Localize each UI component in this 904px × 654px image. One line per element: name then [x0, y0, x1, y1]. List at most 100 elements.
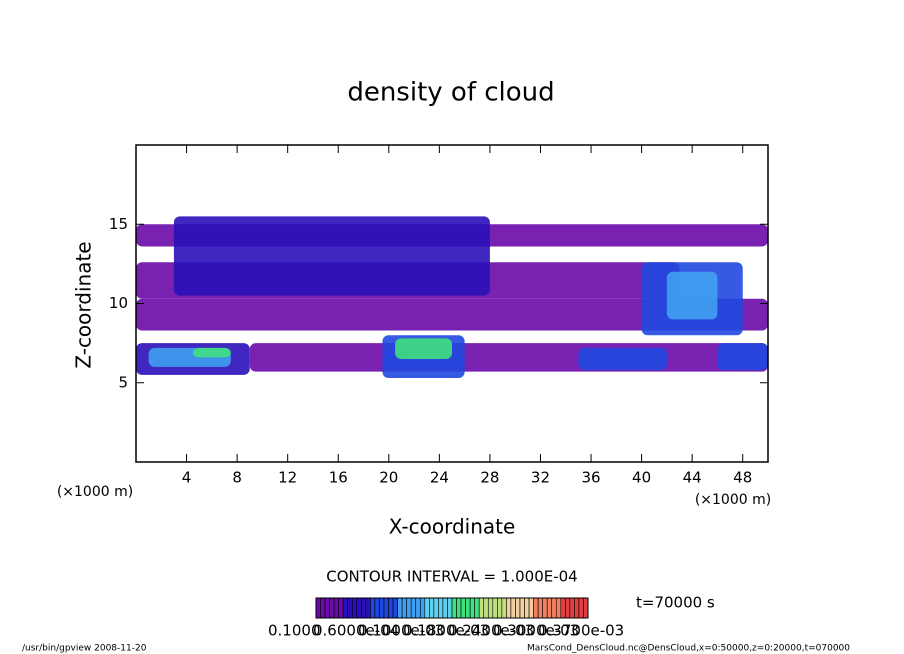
- colorbar-label: 0.3700e-03: [538, 622, 624, 640]
- colorbar-cell: [383, 597, 389, 619]
- cloud-region: [717, 343, 768, 371]
- x-tick-label: 32: [531, 469, 550, 487]
- colorbar-cell: [515, 597, 521, 619]
- cloud-region: [173, 216, 490, 296]
- x-tick-label: 40: [632, 469, 651, 487]
- colorbar-cell: [429, 597, 435, 619]
- colorbar-cell: [497, 597, 503, 619]
- y-tick-label: 15: [109, 215, 128, 233]
- colorbar-cell: [324, 597, 330, 619]
- x-axis-label: X-coordinate: [389, 515, 516, 539]
- colorbar-cell: [519, 597, 525, 619]
- time-label: t=70000 s: [636, 594, 715, 612]
- colorbar-label: 0.1800e-03: [403, 622, 489, 640]
- colorbar-cell: [583, 597, 589, 619]
- x-tick-label: 8: [232, 469, 242, 487]
- colorbar-cell: [320, 597, 326, 619]
- colorbar-cell: [442, 597, 448, 619]
- colorbar-cell: [474, 597, 480, 619]
- colorbar-label: 0.1000e-03: [358, 622, 444, 640]
- x-tick-label: 48: [733, 469, 752, 487]
- x-tick-label: 24: [430, 469, 449, 487]
- colorbar-cell: [483, 597, 489, 619]
- colorbar-cell: [506, 597, 512, 619]
- x-tick-label: 28: [480, 469, 499, 487]
- colorbar-cell: [560, 597, 566, 619]
- colorbar-cell: [510, 597, 516, 619]
- colorbar-cell: [438, 597, 444, 619]
- colorbar-cell: [528, 597, 534, 619]
- colorbar-cell: [569, 597, 575, 619]
- colorbar-cell: [397, 597, 403, 619]
- colorbar-cell: [501, 597, 507, 619]
- colorbar-label: 0.2400e-03: [448, 622, 534, 640]
- colorbar-cell: [424, 597, 430, 619]
- colorbar-cell: [578, 597, 584, 619]
- colorbar-cell: [401, 597, 407, 619]
- colorbar-cell: [351, 597, 358, 619]
- colorbar-cell: [370, 597, 376, 619]
- colorbar-cell: [410, 597, 417, 619]
- colorbar-cell: [524, 597, 530, 619]
- cloud-region: [136, 298, 768, 331]
- colorbar-cell: [333, 597, 339, 619]
- colorbar-cell: [347, 597, 353, 619]
- colorbar-cell: [469, 597, 475, 619]
- colorbar-cell: [356, 597, 362, 619]
- colorbar-cell: [388, 597, 394, 619]
- y-unit: (×1000 m): [57, 484, 133, 500]
- colorbar-cell: [338, 597, 344, 619]
- cloud-region: [578, 347, 667, 371]
- colorbar-cell: [406, 597, 412, 619]
- colorbar-cell: [379, 597, 385, 619]
- colorbar-label: 0.6000e-04: [313, 622, 399, 640]
- colorbar-cell: [460, 597, 466, 619]
- colorbar-cell: [392, 597, 398, 619]
- cloud-region: [192, 347, 231, 358]
- colorbar-cell: [533, 597, 539, 619]
- colorbar-label: 0.1000: [268, 622, 321, 640]
- cloud-region: [249, 343, 768, 372]
- colorbar-cell: [478, 597, 485, 619]
- colorbar-cell: [374, 597, 380, 619]
- x-tick-label: 36: [581, 469, 600, 487]
- y-tick-label: 5: [118, 373, 128, 391]
- cloud-region: [666, 271, 718, 320]
- colorbar-cell: [342, 597, 349, 619]
- y-axis-label: Z-coordinate: [72, 241, 96, 368]
- footer-right: MarsCond_DensCloud.nc@DensCloud,x=0:5000…: [527, 644, 850, 654]
- y-tick-label: 10: [109, 294, 128, 312]
- colorbar-cell: [456, 597, 462, 619]
- colorbar-cell: [551, 597, 557, 619]
- x-tick-label: 20: [379, 469, 398, 487]
- x-unit: (×1000 m): [695, 492, 771, 508]
- footer-left: /usr/bin/gpview 2008-11-20: [22, 644, 147, 654]
- colorbar-cell: [487, 597, 494, 619]
- chart-title: density of cloud: [347, 78, 554, 108]
- colorbar-frame: [315, 597, 589, 619]
- colorbar-cell: [537, 597, 543, 619]
- x-tick-label: 12: [278, 469, 297, 487]
- colorbar-cell: [492, 597, 498, 619]
- colorbar-cell: [447, 597, 453, 619]
- colorbar-cell: [542, 597, 548, 619]
- colorbar-cell: [433, 597, 439, 619]
- cloud-region: [395, 338, 452, 359]
- colorbar-cell: [565, 597, 571, 619]
- colorbar-cell: [574, 597, 580, 619]
- colorbar-cell: [315, 597, 321, 619]
- colorbar-cell: [465, 597, 471, 619]
- colorbar-cell: [451, 597, 457, 619]
- colorbar-cell: [546, 597, 553, 619]
- contour-interval: CONTOUR INTERVAL = 1.000E-04: [326, 568, 577, 586]
- colorbar-cell: [555, 597, 562, 619]
- x-tick-label: 16: [329, 469, 348, 487]
- colorbar-cell: [415, 597, 421, 619]
- colorbar-cell: [419, 597, 426, 619]
- x-tick-label: 44: [683, 469, 702, 487]
- x-tick-label: 4: [182, 469, 192, 487]
- colorbar-cell: [361, 597, 367, 619]
- colorbar-cell: [365, 597, 371, 619]
- colorbar-cell: [329, 597, 335, 619]
